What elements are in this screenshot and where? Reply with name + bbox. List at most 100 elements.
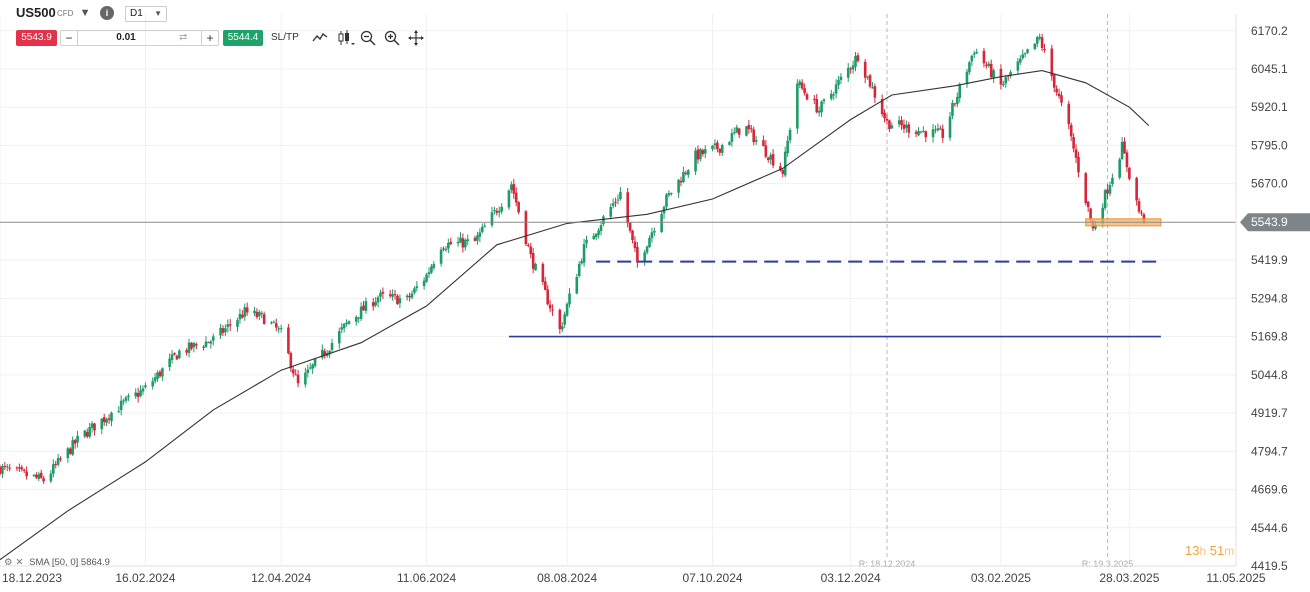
candle bbox=[398, 294, 402, 308]
candle bbox=[170, 350, 174, 364]
candle bbox=[255, 308, 259, 319]
symbol-dropdown-icon[interactable]: ▼ bbox=[79, 7, 91, 19]
candle bbox=[900, 116, 903, 130]
candle-body bbox=[718, 148, 722, 153]
candle bbox=[733, 127, 736, 135]
candle bbox=[1118, 157, 1121, 180]
crosshair-move-icon[interactable] bbox=[408, 30, 426, 48]
candle-body bbox=[153, 377, 157, 382]
candle-body bbox=[398, 298, 402, 304]
candle bbox=[306, 364, 310, 378]
x-axis: 18.12.2023 16.02.2024 12.04.2024 11.06.2024… bbox=[0, 565, 1266, 585]
sltp-button[interactable]: SL/TP bbox=[271, 32, 299, 43]
candle-body bbox=[18, 467, 21, 469]
candle-body bbox=[185, 350, 188, 353]
candle bbox=[0, 464, 2, 476]
candle-body bbox=[919, 131, 923, 133]
candle-body bbox=[461, 238, 465, 248]
candle bbox=[868, 74, 872, 89]
candle-body bbox=[175, 355, 179, 360]
candle bbox=[76, 430, 79, 448]
candle-body bbox=[890, 125, 894, 129]
candle-body bbox=[648, 237, 651, 248]
candle-body bbox=[764, 145, 768, 157]
candle-body bbox=[939, 128, 942, 130]
decrease-volume-button[interactable]: − bbox=[61, 31, 78, 45]
info-icon[interactable]: i bbox=[100, 6, 114, 20]
y-tick-label: 5795.0 bbox=[1251, 138, 1288, 152]
candle-body bbox=[614, 201, 617, 203]
swap-icon[interactable]: ⇄ bbox=[179, 32, 188, 43]
vertical-marker-label: R: 19.3.2025 bbox=[1082, 559, 1134, 569]
volume-input[interactable]: 0.01 bbox=[116, 32, 136, 43]
volume-stepper[interactable]: − 0.01 ⇄ + bbox=[60, 30, 219, 46]
candle bbox=[1052, 73, 1056, 93]
candle-body bbox=[134, 392, 138, 397]
candle-body bbox=[195, 344, 198, 346]
candle bbox=[577, 261, 581, 278]
candle-body bbox=[456, 241, 460, 244]
timeframe-select[interactable]: D1 ▼ bbox=[125, 6, 167, 22]
candle bbox=[49, 470, 53, 483]
x-tick-label: 12.04.2024 bbox=[251, 571, 311, 585]
sell-button[interactable]: 5543.9 bbox=[16, 30, 57, 46]
candle bbox=[442, 246, 445, 252]
candle bbox=[52, 459, 55, 478]
candle-body bbox=[1103, 190, 1107, 209]
candle-body bbox=[931, 129, 935, 138]
candle bbox=[897, 115, 901, 128]
candle bbox=[262, 311, 266, 325]
candle bbox=[207, 341, 210, 344]
candle bbox=[1043, 43, 1046, 53]
y-axis: 6170.2 6045.1 5920.1 5795.0 5670.0 5419.9 5294… bbox=[1235, 14, 1288, 573]
candle bbox=[614, 197, 617, 208]
x-tick-label: 03.02.2025 bbox=[971, 571, 1031, 585]
y-tick-label: 5920.1 bbox=[1251, 100, 1288, 114]
candle bbox=[888, 119, 891, 132]
candle bbox=[439, 246, 443, 267]
candle bbox=[425, 272, 428, 283]
candle bbox=[849, 67, 852, 74]
candle-body bbox=[364, 301, 368, 312]
candle bbox=[345, 319, 348, 327]
remove-icon[interactable]: ✕ bbox=[15, 557, 24, 568]
buy-button[interactable]: 5544.4 bbox=[223, 30, 263, 46]
sma-legend[interactable]: ⚙ ✕ SMA [50, 0] 5864.9 bbox=[4, 557, 110, 568]
candle-body bbox=[749, 128, 753, 130]
candle-body bbox=[781, 169, 785, 174]
candle-body bbox=[951, 102, 954, 116]
candle-body bbox=[679, 180, 683, 183]
candle bbox=[662, 205, 666, 219]
candle-body bbox=[410, 293, 414, 298]
candle-body bbox=[1077, 156, 1080, 173]
candle-body bbox=[992, 70, 995, 79]
candle-body bbox=[224, 328, 227, 333]
candle-body bbox=[473, 237, 477, 241]
candlestick-icon[interactable] bbox=[337, 29, 355, 47]
y-tick-label: 4669.6 bbox=[1251, 483, 1288, 497]
symbol-name[interactable]: US500 bbox=[16, 5, 56, 20]
candle bbox=[1128, 167, 1131, 181]
zoom-out-icon[interactable] bbox=[360, 30, 376, 46]
candle-timer: 13h 51m bbox=[1185, 543, 1234, 558]
candle bbox=[796, 79, 799, 134]
candle bbox=[885, 113, 889, 125]
candle-body bbox=[888, 120, 891, 129]
candle-body bbox=[1074, 149, 1078, 158]
line-chart-icon[interactable] bbox=[312, 31, 328, 45]
candle bbox=[32, 473, 36, 478]
candle bbox=[1016, 57, 1020, 75]
increase-volume-button[interactable]: + bbox=[201, 31, 218, 45]
settings-icon[interactable]: ⚙ bbox=[4, 557, 13, 568]
candle bbox=[56, 453, 60, 467]
candle bbox=[582, 238, 586, 267]
candle-body bbox=[228, 324, 232, 326]
candle-body bbox=[512, 184, 516, 194]
sma-legend-label: SMA [50, 0] bbox=[29, 557, 79, 568]
candle-body bbox=[711, 145, 714, 149]
candle bbox=[594, 233, 598, 241]
zoom-in-icon[interactable] bbox=[384, 30, 400, 46]
candle bbox=[73, 438, 77, 449]
candle bbox=[1033, 43, 1037, 51]
